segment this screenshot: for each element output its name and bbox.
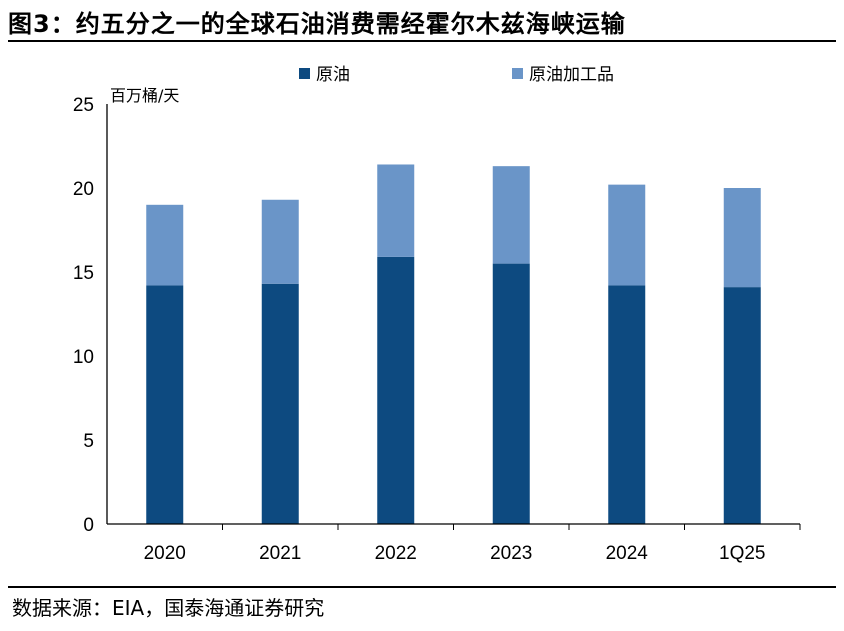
y-axis-unit-label: 百万桶/天 xyxy=(110,86,179,105)
x-tick-label: 2021 xyxy=(259,543,301,564)
bar-products-2021 xyxy=(261,199,299,284)
bar-products-1Q25 xyxy=(723,188,761,288)
y-tick-label: 10 xyxy=(73,347,94,368)
legend-label-products: 原油加工品 xyxy=(529,65,614,85)
bar-crude-2023 xyxy=(492,263,530,524)
source-note: 数据来源：EIA，国泰海通证券研究 xyxy=(12,596,325,620)
bars xyxy=(146,164,761,524)
y-tick-label: 0 xyxy=(83,515,94,536)
bar-crude-2024 xyxy=(608,285,646,524)
bar-products-2024 xyxy=(608,184,646,286)
y-tick-label: 5 xyxy=(83,431,94,452)
x-tick-label: 2022 xyxy=(375,543,417,564)
x-tick-label: 2020 xyxy=(144,543,186,564)
y-axis: 0 5 10 15 20 25 xyxy=(73,95,108,536)
bar-products-2023 xyxy=(492,166,530,264)
y-tick-label: 25 xyxy=(73,95,94,116)
bar-crude-2022 xyxy=(377,256,415,524)
bar-crude-2021 xyxy=(261,283,299,524)
legend: 原油 原油加工品 xyxy=(299,65,614,85)
bar-products-2020 xyxy=(146,204,184,286)
bar-crude-1Q25 xyxy=(723,287,761,524)
x-tick-label: 2024 xyxy=(606,543,649,564)
legend-swatch-products xyxy=(512,68,523,79)
legend-swatch-crude xyxy=(299,68,310,79)
y-tick-label: 15 xyxy=(73,263,94,284)
y-tick-label: 20 xyxy=(73,179,94,200)
bar-crude-2020 xyxy=(146,285,184,524)
legend-label-crude: 原油 xyxy=(316,65,350,85)
source-divider xyxy=(8,586,836,588)
x-tick-label: 2023 xyxy=(490,543,532,564)
x-axis: 2020 2021 2022 2023 2024 1Q25 xyxy=(107,523,801,564)
title-divider xyxy=(8,40,836,42)
x-tick-label: 1Q25 xyxy=(719,543,765,564)
chart-title: 图3：约五分之一的全球石油消费需经霍尔木兹海峡运输 xyxy=(8,10,626,38)
bar-products-2022 xyxy=(377,164,415,257)
